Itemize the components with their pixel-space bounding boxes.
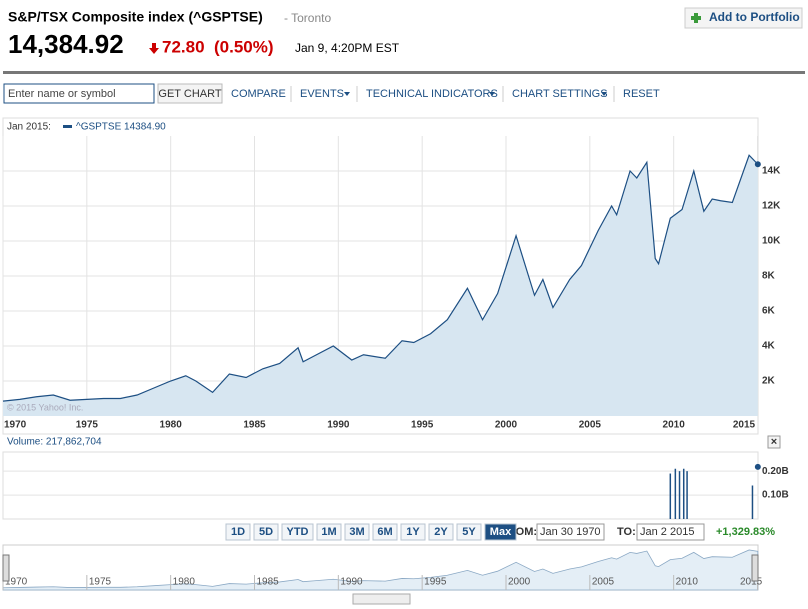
y-tick-label: 4K (762, 341, 776, 352)
volume-title: Volume: 217,862,704 (7, 437, 102, 448)
exchange: - Toronto (284, 11, 331, 25)
scrollbar-thumb[interactable] (352, 593, 411, 605)
range-button[interactable] (253, 523, 279, 541)
search-placeholder[interactable]: Enter name or symbol (8, 88, 116, 100)
range-button[interactable] (428, 523, 454, 541)
caret (489, 92, 495, 96)
range-label[interactable]: 3M (349, 526, 364, 538)
from-box[interactable] (536, 523, 605, 541)
navigator-label: 1985 (256, 577, 279, 588)
caret (344, 92, 350, 96)
x-tick-label: 2000 (495, 420, 518, 431)
to-label: TO: (617, 526, 636, 538)
portfolio-button[interactable] (684, 7, 803, 29)
x-tick-label: 1985 (243, 420, 266, 431)
caret (601, 92, 607, 96)
navigator-label: 1970 (5, 577, 28, 588)
y-tick-label: 14K (762, 166, 781, 177)
navigator-label: 1975 (89, 577, 112, 588)
to-date[interactable]: Jan 2 2015 (640, 526, 694, 538)
x-tick-label: 1995 (411, 420, 434, 431)
reset[interactable]: RESET (623, 88, 660, 100)
range-change: +1,329.83% (716, 526, 775, 538)
price-line (2, 154, 759, 402)
x-tick-label: 2005 (579, 420, 602, 431)
volume-point (754, 463, 761, 470)
change: 72.80 (162, 37, 205, 56)
chart-settings[interactable]: CHART SETTINGS (512, 88, 608, 100)
time: Jan 9, 4:20PM EST (295, 41, 400, 55)
legend-date: Jan 2015: (7, 122, 51, 133)
range-label[interactable]: 2Y (434, 526, 448, 538)
y-tick-label: 6K (762, 306, 776, 317)
range-button[interactable] (400, 523, 426, 541)
plus-icon (691, 13, 701, 23)
divider (3, 71, 805, 74)
watermark: © 2015 Yahoo! Inc. (7, 402, 83, 412)
navigator-label: 2000 (508, 577, 531, 588)
navigator-handle[interactable] (751, 554, 759, 582)
range-label[interactable]: 5D (259, 526, 273, 538)
range-button[interactable] (225, 523, 251, 541)
y-tick-label: 0.10B (762, 490, 789, 501)
navigator-label: 2015 (740, 577, 763, 588)
x-tick-label: 1990 (327, 420, 350, 431)
x-tick-label: 1980 (160, 420, 183, 431)
y-tick-label: 2K (762, 376, 776, 387)
legend-swatch (63, 125, 72, 128)
x-tick-label: 1975 (76, 420, 99, 431)
change-percent: (0.50%) (214, 37, 274, 56)
volume-frame (2, 451, 759, 520)
range-label[interactable]: 5Y (462, 526, 476, 538)
technical-indicators[interactable]: TECHNICAL INDICATORS (366, 88, 498, 100)
search-box[interactable] (3, 83, 155, 104)
legend: ^GSPTSE 14384.90 (76, 122, 166, 133)
range-label[interactable]: Max (490, 526, 512, 538)
navigator-label: 1995 (424, 577, 447, 588)
y-tick-label: 12K (762, 201, 781, 212)
y-tick-label: 0.20B (762, 466, 789, 477)
price: 14,384.92 (8, 29, 124, 59)
range-button[interactable] (316, 523, 342, 541)
from-date[interactable]: Jan 30 1970 (540, 526, 601, 538)
navigator-area (2, 549, 759, 591)
range-button[interactable] (372, 523, 398, 541)
get-chart-label[interactable]: GET CHART (158, 88, 221, 100)
range-label[interactable]: 6M (377, 526, 392, 538)
range-label[interactable]: 1M (321, 526, 336, 538)
x-tick-label: 2015 (733, 420, 756, 431)
range-label[interactable]: 1D (231, 526, 245, 538)
navigator-handle[interactable] (2, 554, 10, 582)
y-tick-label: 8K (762, 271, 776, 282)
navigator-label: 1980 (173, 577, 196, 588)
range-label[interactable]: YTD (287, 526, 309, 538)
get-chart-button[interactable] (157, 83, 223, 104)
x-tick-label: 1970 (4, 420, 27, 431)
x-tick-label: 2010 (663, 420, 686, 431)
navigator-label: 1990 (340, 577, 363, 588)
compare[interactable]: COMPARE (231, 88, 286, 100)
navigator-label: 2010 (676, 577, 699, 588)
y-tick-label: 10K (762, 236, 781, 247)
area-fill (3, 155, 758, 416)
close-button[interactable] (767, 435, 781, 449)
navigator-label: 2005 (592, 577, 615, 588)
range-button[interactable] (344, 523, 370, 541)
range-button[interactable] (281, 523, 314, 541)
portfolio-label[interactable]: Add to Portfolio (709, 10, 800, 24)
events[interactable]: EVENTS (300, 88, 344, 100)
close-label[interactable]: × (771, 436, 777, 448)
title: S&P/TSX Composite index (^GSPTSE) (8, 9, 263, 25)
range-button[interactable] (456, 523, 482, 541)
range-label[interactable]: 1Y (406, 526, 420, 538)
down-arrow (149, 43, 159, 54)
range-button[interactable] (484, 523, 517, 541)
last-point (754, 161, 761, 168)
to-box[interactable] (636, 523, 705, 541)
